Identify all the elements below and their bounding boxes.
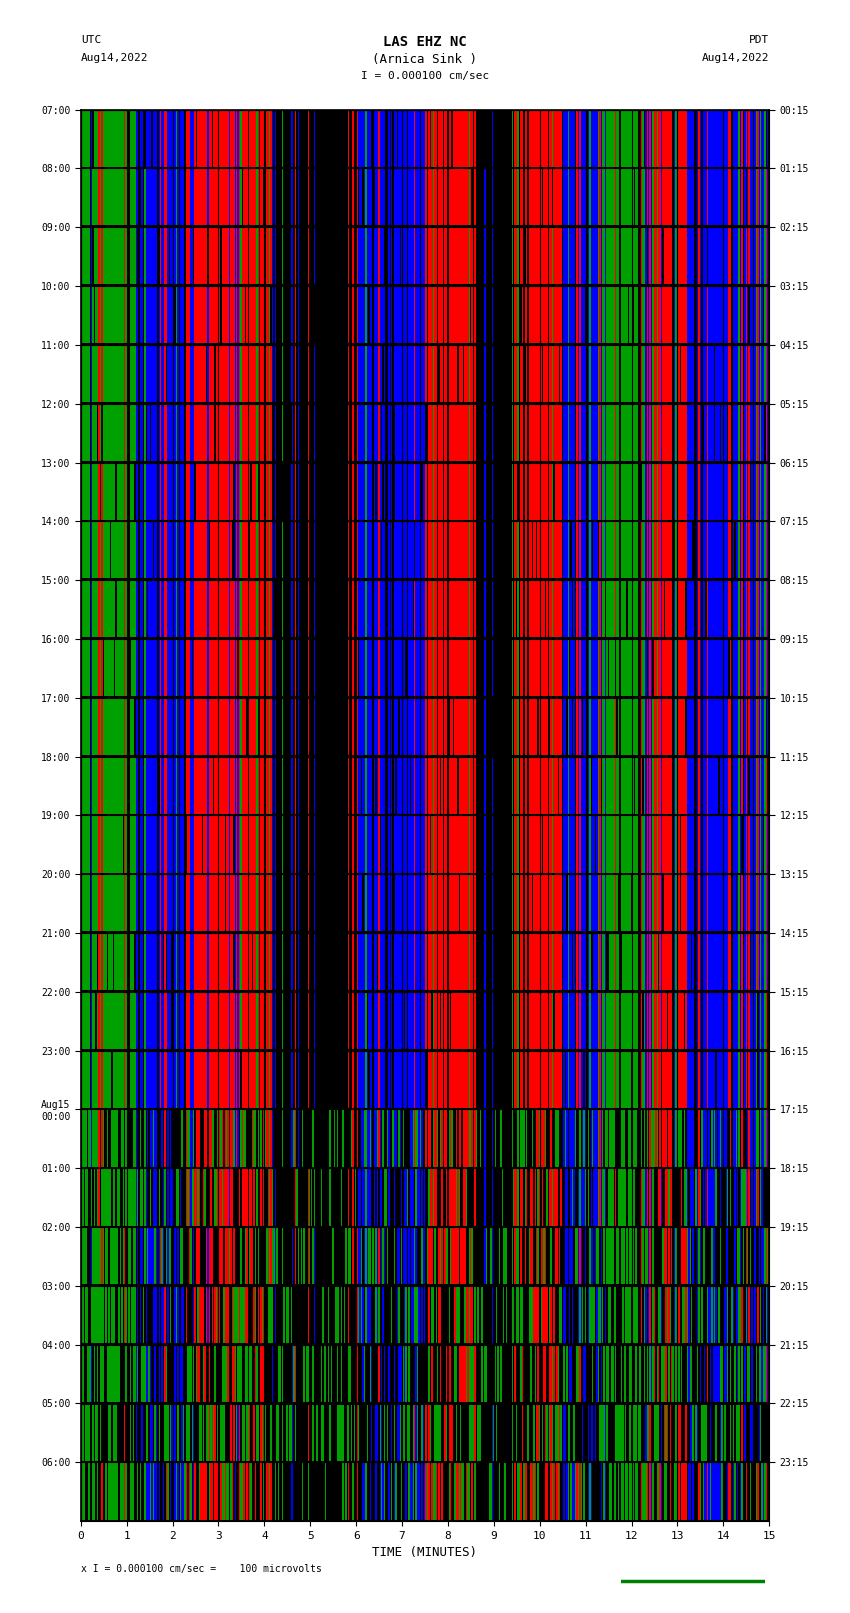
Text: Aug14,2022: Aug14,2022: [81, 53, 148, 63]
Text: x I = 0.000100 cm/sec =    100 microvolts: x I = 0.000100 cm/sec = 100 microvolts: [81, 1565, 321, 1574]
Text: LAS EHZ NC: LAS EHZ NC: [383, 35, 467, 50]
Text: I = 0.000100 cm/sec: I = 0.000100 cm/sec: [361, 71, 489, 81]
Text: UTC: UTC: [81, 35, 101, 45]
Text: Aug14,2022: Aug14,2022: [702, 53, 769, 63]
Text: (Arnica Sink ): (Arnica Sink ): [372, 53, 478, 66]
Text: PDT: PDT: [749, 35, 769, 45]
X-axis label: TIME (MINUTES): TIME (MINUTES): [372, 1547, 478, 1560]
